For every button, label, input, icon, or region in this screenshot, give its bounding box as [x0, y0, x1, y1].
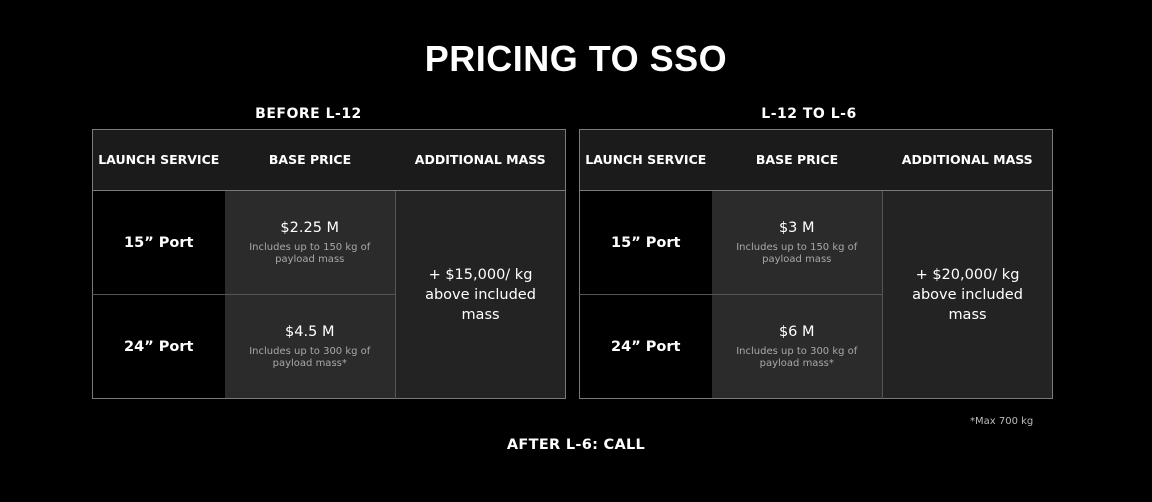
header-additional-mass: ADDITIONAL MASS	[395, 129, 566, 191]
table-row: 15” Port $3 M Includes up to 150 kg of p…	[579, 190, 1053, 399]
header-additional-mass: ADDITIONAL MASS	[882, 129, 1053, 191]
launch-service-cell: 15” Port	[92, 190, 225, 295]
base-price-cell: $2.25 M Includes up to 150 kg of payload…	[224, 190, 396, 295]
base-price: $3 M	[778, 219, 815, 236]
header-launch-service: LAUNCH SERVICE	[92, 129, 225, 191]
launch-service-cell: 24” Port	[579, 294, 712, 399]
pricing-table-before-l12: LAUNCH SERVICE BASE PRICE ADDITIONAL MAS…	[92, 129, 566, 399]
additional-mass-price: + $15,000/ kg above included mass	[425, 266, 536, 323]
footnote: *Max 700 kg	[970, 416, 1034, 427]
pricing-table-l12-to-l6: LAUNCH SERVICE BASE PRICE ADDITIONAL MAS…	[579, 129, 1053, 399]
base-price-cell: $3 M Includes up to 150 kg of payload ma…	[711, 190, 883, 295]
base-price: $6 M	[778, 323, 815, 340]
additional-mass-cell: + $20,000/ kg above included mass	[882, 190, 1053, 399]
header-launch-service: LAUNCH SERVICE	[579, 129, 712, 191]
table-row: 24” Port $4.5 M Includes up to 300 kg of…	[92, 294, 566, 399]
launch-service-cell: 15” Port	[579, 190, 712, 295]
page-title: PRICING TO SSO	[424, 38, 728, 79]
launch-service-cell: 24” Port	[92, 294, 225, 399]
header-base-price: BASE PRICE	[711, 129, 883, 191]
price-note: Includes up to 150 kg of payload mass	[736, 241, 858, 265]
base-price-cell: $4.5 M Includes up to 300 kg of payload …	[224, 294, 396, 399]
base-price-cell: $6 M Includes up to 300 kg of payload ma…	[711, 294, 883, 399]
header-row: LAUNCH SERVICE BASE PRICE ADDITIONAL MAS…	[92, 129, 566, 191]
additional-mass-price: + $20,000/ kg above included mass	[912, 266, 1023, 323]
price-note: Includes up to 150 kg of payload mass	[249, 241, 371, 265]
base-price: $4.5 M	[285, 323, 335, 340]
base-price: $2.25 M	[280, 219, 340, 236]
price-note: Includes up to 300 kg of payload mass*	[736, 345, 858, 369]
additional-mass-cell: + $15,000/ kg above included mass	[395, 190, 566, 399]
header-base-price: BASE PRICE	[224, 129, 396, 191]
section-title-before-l12: BEFORE L-12	[255, 106, 362, 122]
after-l6-note: AFTER L-6: CALL	[506, 437, 646, 453]
section-title-l12-to-l6: L-12 TO L-6	[761, 106, 857, 122]
table-row: 15” Port $2.25 M Includes up to 150 kg o…	[92, 190, 566, 399]
header-row: LAUNCH SERVICE BASE PRICE ADDITIONAL MAS…	[579, 129, 1053, 191]
price-note: Includes up to 300 kg of payload mass*	[249, 345, 371, 369]
table-row: 24” Port $6 M Includes up to 300 kg of p…	[579, 294, 1053, 399]
